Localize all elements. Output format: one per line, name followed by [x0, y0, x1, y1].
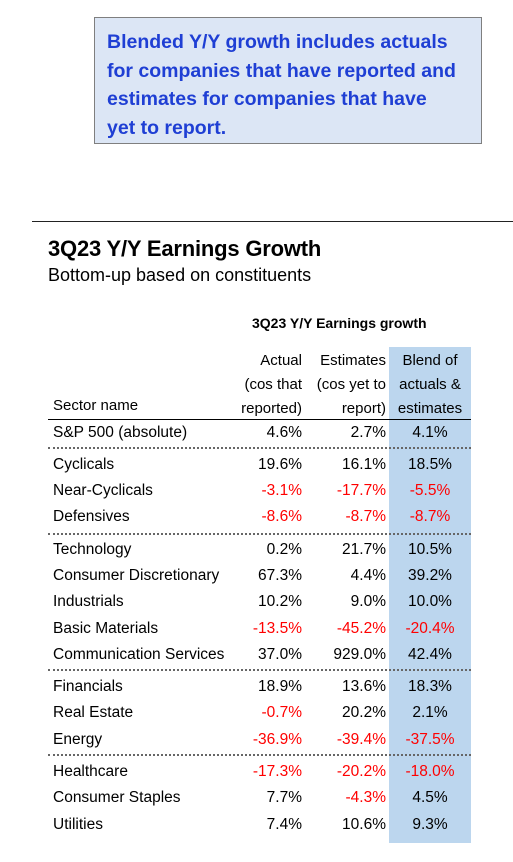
actual-cell: -0.7%	[261, 704, 303, 721]
actual-cell: 7.4%	[266, 816, 302, 833]
estimates-cell: -17.7%	[336, 482, 386, 499]
table-row: Consumer Discretionary 67.3% 4.4% 39.2%	[48, 564, 471, 588]
blend-cell: 10.5%	[408, 541, 452, 558]
page-title: 3Q23 Y/Y Earnings Growth	[48, 236, 322, 261]
actual-cell: -13.5%	[252, 620, 302, 637]
header-estimates: Estimates (cos yet to report)	[316, 352, 386, 417]
sector-name-cell: Consumer Staples	[53, 789, 181, 806]
table-row: Technology 0.2% 21.7% 10.5%	[48, 538, 471, 562]
sector-name-cell: Basic Materials	[53, 620, 159, 637]
sector-name-cell: Industrials	[53, 593, 124, 610]
sector-name-cell: S&P 500 (absolute)	[53, 424, 188, 441]
blend-cell: 18.3%	[408, 678, 452, 695]
actual-cell: 0.2%	[266, 541, 302, 558]
actual-cell: 7.7%	[266, 789, 302, 806]
group-divider	[48, 669, 471, 671]
table-row: Real Estate -0.7% 20.2% 2.1%	[48, 701, 471, 725]
note-callout: Blended Y/Y growth includes actuals for …	[94, 17, 482, 144]
table-title: 3Q23 Y/Y Earnings growth	[252, 315, 427, 331]
header-blend: Blend of actuals & estimates	[397, 352, 463, 417]
actual-cell: -8.6%	[261, 508, 303, 525]
blend-cell: 9.3%	[412, 816, 448, 833]
table-row: Utilities 7.4% 10.6% 9.3%	[48, 813, 471, 837]
page-subtitle: Bottom-up based on constituents	[48, 265, 312, 285]
actual-cell: -17.3%	[252, 763, 302, 780]
sector-name-cell: Cyclicals	[53, 456, 115, 473]
estimates-cell: -20.2%	[336, 763, 386, 780]
group-divider	[48, 754, 471, 756]
sector-name-cell: Communication Services	[53, 646, 225, 663]
table-row: Communication Services 37.0% 929.0% 42.4%	[48, 643, 471, 667]
estimates-cell: 2.7%	[350, 424, 386, 441]
table-row: Basic Materials -13.5% -45.2% -20.4%	[48, 617, 471, 641]
estimates-cell: 9.0%	[350, 593, 386, 610]
table-row: Cyclicals 19.6% 16.1% 18.5%	[48, 453, 471, 477]
blend-cell: -20.4%	[405, 620, 455, 637]
sector-name-cell: Utilities	[53, 816, 103, 833]
header-sector-name: Sector name	[53, 397, 139, 414]
blend-cell: 18.5%	[408, 456, 452, 473]
actual-cell: 67.3%	[258, 567, 302, 584]
header-divider	[48, 419, 471, 420]
group-divider	[48, 533, 471, 535]
actual-cell: 10.2%	[258, 593, 302, 610]
blend-cell: 2.1%	[412, 704, 448, 721]
estimates-cell: 16.1%	[342, 456, 386, 473]
estimates-cell: -39.4%	[336, 731, 386, 748]
actual-cell: 4.6%	[266, 424, 302, 441]
callout-line: estimates for companies that have	[107, 88, 427, 110]
actual-cell: -36.9%	[252, 731, 302, 748]
blend-cell: 42.4%	[408, 646, 452, 663]
top-divider	[32, 221, 513, 222]
blend-cell: -5.5%	[409, 482, 451, 499]
callout-line: yet to report.	[107, 116, 227, 139]
sector-name-cell: Real Estate	[53, 704, 134, 721]
callout-line: for companies that have reported and	[107, 59, 456, 82]
table-row: Consumer Staples 7.7% -4.3% 4.5%	[48, 786, 471, 810]
blend-cell: -8.7%	[409, 508, 451, 525]
table-row: Financials 18.9% 13.6% 18.3%	[48, 675, 471, 699]
sector-name-cell: Technology	[53, 541, 132, 558]
actual-cell: -3.1%	[261, 482, 303, 499]
estimates-cell: 10.6%	[342, 816, 386, 833]
blend-cell: -18.0%	[405, 763, 455, 780]
table-row: Healthcare -17.3% -20.2% -18.0%	[48, 760, 471, 784]
table-row: Energy -36.9% -39.4% -37.5%	[48, 728, 471, 752]
sector-name-cell: Defensives	[53, 508, 130, 525]
sector-name-cell: Healthcare	[53, 763, 128, 780]
blend-cell: 4.5%	[412, 789, 448, 806]
blend-cell: 39.2%	[408, 567, 452, 584]
table-row: Industrials 10.2% 9.0% 10.0%	[48, 590, 471, 614]
estimates-cell: 13.6%	[342, 678, 386, 695]
estimates-cell: -8.7%	[345, 508, 387, 525]
estimates-cell: 929.0%	[333, 646, 386, 663]
actual-cell: 19.6%	[258, 456, 302, 473]
estimates-cell: -4.3%	[345, 789, 387, 806]
blend-cell: 10.0%	[408, 593, 452, 610]
callout-line: Blended Y/Y growth includes actuals	[107, 31, 448, 53]
estimates-cell: 21.7%	[342, 541, 386, 558]
table-row: Defensives -8.6% -8.7% -8.7%	[48, 505, 471, 529]
table-row: Near-Cyclicals -3.1% -17.7% -5.5%	[48, 479, 471, 503]
group-divider	[48, 447, 471, 449]
sector-name-cell: Near-Cyclicals	[53, 482, 153, 499]
sector-name-cell: Consumer Discretionary	[53, 567, 220, 584]
blend-column-highlight	[389, 347, 471, 843]
table-row: S&P 500 (absolute) 4.6% 2.7% 4.1%	[48, 421, 471, 445]
estimates-cell: 4.4%	[350, 567, 386, 584]
sector-name-cell: Financials	[53, 678, 123, 695]
blend-cell: 4.1%	[412, 424, 448, 441]
actual-cell: 18.9%	[258, 678, 302, 695]
sector-name-cell: Energy	[53, 731, 103, 748]
header-actual: Actual (cos that reported)	[241, 352, 302, 417]
estimates-cell: 20.2%	[342, 704, 386, 721]
estimates-cell: -45.2%	[336, 620, 386, 637]
blend-cell: -37.5%	[405, 731, 455, 748]
actual-cell: 37.0%	[258, 646, 302, 663]
